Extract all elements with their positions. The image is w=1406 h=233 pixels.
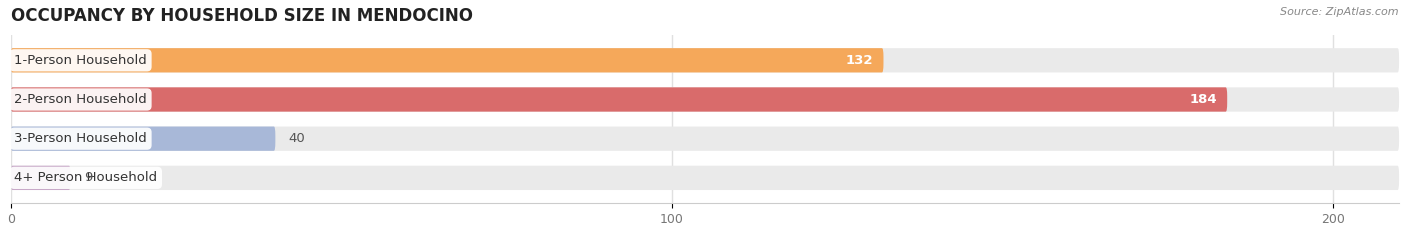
Text: 2-Person Household: 2-Person Household: [14, 93, 148, 106]
Text: Source: ZipAtlas.com: Source: ZipAtlas.com: [1281, 7, 1399, 17]
Text: OCCUPANCY BY HOUSEHOLD SIZE IN MENDOCINO: OCCUPANCY BY HOUSEHOLD SIZE IN MENDOCINO: [11, 7, 472, 25]
FancyBboxPatch shape: [11, 127, 1399, 151]
FancyBboxPatch shape: [11, 166, 1399, 190]
FancyBboxPatch shape: [11, 166, 70, 190]
Text: 3-Person Household: 3-Person Household: [14, 132, 148, 145]
Text: 9: 9: [83, 171, 91, 184]
Text: 1-Person Household: 1-Person Household: [14, 54, 148, 67]
FancyBboxPatch shape: [11, 87, 1227, 112]
FancyBboxPatch shape: [11, 48, 883, 72]
FancyBboxPatch shape: [11, 87, 1399, 112]
FancyBboxPatch shape: [11, 48, 1399, 72]
Text: 4+ Person Household: 4+ Person Household: [14, 171, 157, 184]
Text: 132: 132: [846, 54, 873, 67]
Text: 40: 40: [288, 132, 305, 145]
FancyBboxPatch shape: [11, 127, 276, 151]
Text: 184: 184: [1189, 93, 1218, 106]
